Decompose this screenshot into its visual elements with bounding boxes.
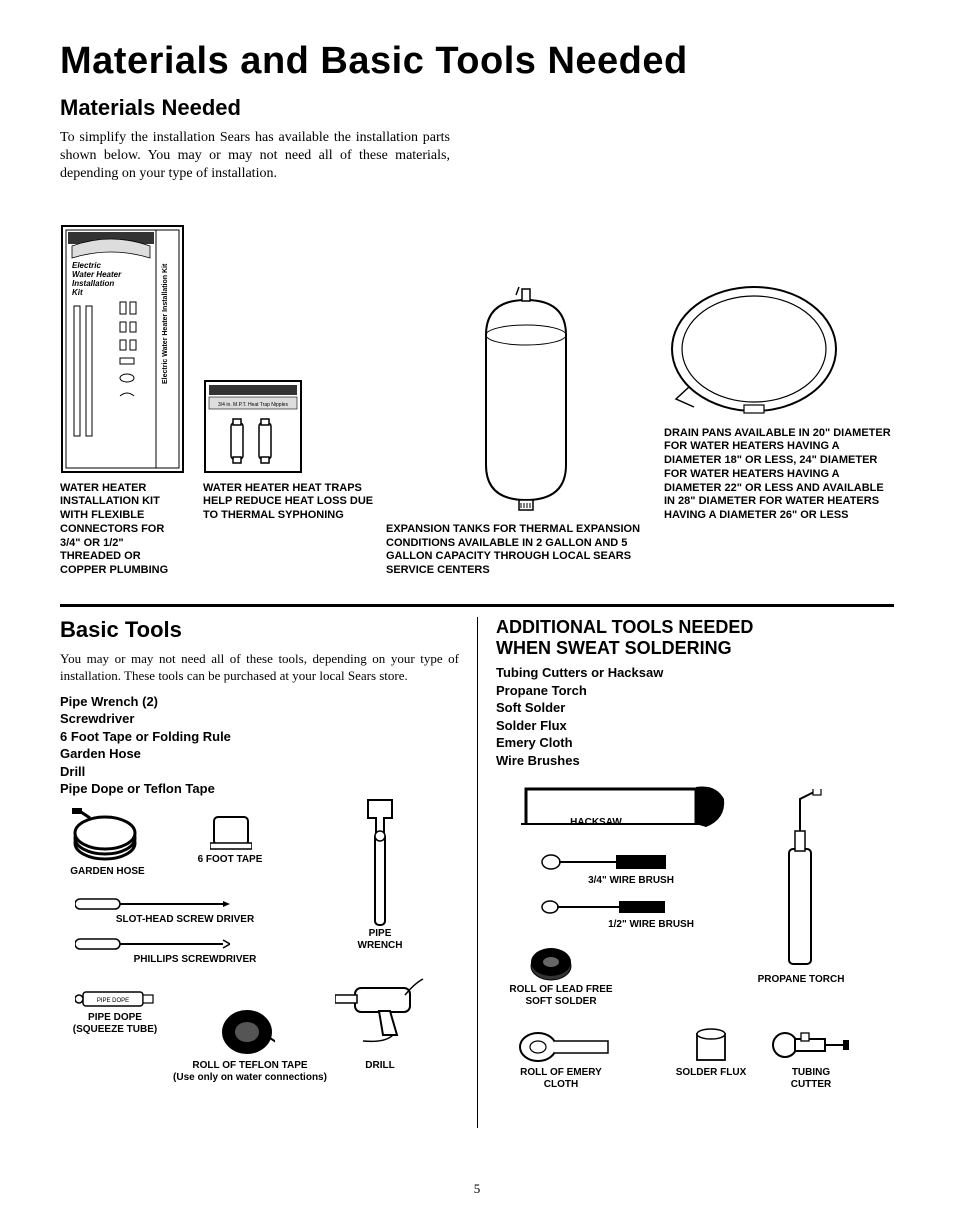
material-item-kit: Electric Water Heater Installation Kit E… xyxy=(60,224,185,578)
wire-brush-12-icon xyxy=(541,897,671,917)
list-item: Drill xyxy=(60,763,459,781)
list-item: Garden Hose xyxy=(60,745,459,763)
additional-tools-list: Tubing Cutters or Hacksaw Propane Torch … xyxy=(496,664,894,769)
svg-text:3/4 in. M.P.T. Heat Trap Nippl: 3/4 in. M.P.T. Heat Trap Nipples xyxy=(218,402,288,408)
drill-label: DRILL xyxy=(355,1060,405,1072)
section-divider xyxy=(60,604,894,607)
basic-tools-column: Basic Tools You may or may not need all … xyxy=(60,617,477,1128)
slot-screwdriver-label: SLOT-HEAD SCREW DRIVER xyxy=(95,914,275,926)
basic-tools-illustrations: GARDEN HOSE 6 FOOT TAPE PIPE WRENCH SLOT… xyxy=(60,808,459,1128)
soft-solder-icon xyxy=(526,944,576,982)
phillips-screwdriver-label: PHILLIPS SCREWDRIVER xyxy=(110,954,280,966)
material-caption-tank: EXPANSION TANKS FOR THERMAL EXPANSION CO… xyxy=(386,523,646,578)
pipe-wrench-icon xyxy=(360,798,400,928)
solder-flux-label: SOLDER FLUX xyxy=(671,1067,751,1079)
emery-cloth-label: ROLL OF EMERY CLOTH xyxy=(506,1067,616,1091)
hacksaw-label: HACKSAW xyxy=(556,817,636,829)
installation-kit-illustration: Electric Water Heater Installation Kit E… xyxy=(60,224,185,474)
wire-brush-12-label: 1/2" WIRE BRUSH xyxy=(591,919,711,931)
pipe-dope-icon: PIPE DOPE xyxy=(75,988,155,1010)
svg-text:Electric Water Heater Installa: Electric Water Heater Installation Kit xyxy=(162,263,169,384)
pipe-wrench-label: PIPE WRENCH xyxy=(345,928,415,952)
soft-solder-label: ROLL OF LEAD FREE SOFT SOLDER xyxy=(501,984,621,1008)
basic-tools-intro: You may or may not need all of these too… xyxy=(60,651,459,685)
list-item: Wire Brushes xyxy=(496,752,894,770)
emery-cloth-icon xyxy=(516,1029,611,1064)
material-item-pan: DRAIN PANS AVAILABLE IN 20" DIAMETER FOR… xyxy=(664,279,894,523)
svg-text:Water Heater: Water Heater xyxy=(72,270,122,279)
phillips-screwdriver-icon xyxy=(75,936,230,952)
drill-icon xyxy=(335,973,425,1043)
additional-tools-title: ADDITIONAL TOOLS NEEDED WHEN SWEAT SOLDE… xyxy=(496,617,894,660)
columns: Basic Tools You may or may not need all … xyxy=(60,617,894,1128)
material-caption-pan: DRAIN PANS AVAILABLE IN 20" DIAMETER FOR… xyxy=(664,427,894,523)
page-title: Materials and Basic Tools Needed xyxy=(60,40,894,83)
list-item: Soft Solder xyxy=(496,699,894,717)
propane-torch-icon xyxy=(771,789,826,969)
material-item-heattrap: 3/4 in. M.P.T. Heat Trap Nipples WATER H… xyxy=(203,379,368,523)
hacksaw-icon xyxy=(516,779,726,839)
garden-hose-icon xyxy=(70,808,140,863)
list-item: Solder Flux xyxy=(496,717,894,735)
drain-pan-illustration xyxy=(664,279,844,419)
pipe-dope-label: PIPE DOPE (SQUEEZE TUBE) xyxy=(65,1012,165,1036)
garden-hose-label: GARDEN HOSE xyxy=(60,866,155,878)
list-item: Screwdriver xyxy=(60,710,459,728)
materials-section-title: Materials Needed xyxy=(60,95,894,121)
material-item-tank: EXPANSION TANKS FOR THERMAL EXPANSION CO… xyxy=(386,285,646,578)
page-number: 5 xyxy=(474,1181,481,1197)
list-item: Pipe Dope or Teflon Tape xyxy=(60,780,459,798)
list-item: Propane Torch xyxy=(496,682,894,700)
material-caption-kit: WATER HEATER INSTALLATION KIT WITH FLEXI… xyxy=(60,482,185,578)
materials-grid: Electric Water Heater Installation Kit E… xyxy=(60,224,894,578)
basic-tools-title: Basic Tools xyxy=(60,617,459,643)
additional-tools-illustrations: HACKSAW 3/4" WIRE BRUSH 1/2" WIRE BRUSH xyxy=(496,779,894,1119)
material-caption-heattrap: WATER HEATER HEAT TRAPS HELP REDUCE HEAT… xyxy=(203,482,378,523)
svg-text:PIPE DOPE: PIPE DOPE xyxy=(97,998,129,1004)
slot-screwdriver-icon xyxy=(75,896,230,912)
materials-intro: To simplify the installation Sears has a… xyxy=(60,129,450,184)
basic-tools-list: Pipe Wrench (2) Screwdriver 6 Foot Tape … xyxy=(60,693,459,798)
tubing-cutter-label: TUBING CUTTER xyxy=(771,1067,851,1091)
svg-text:Kit: Kit xyxy=(72,288,83,297)
svg-text:Installation: Installation xyxy=(72,279,114,288)
tape-label: 6 FOOT TAPE xyxy=(180,854,280,866)
wire-brush-34-label: 3/4" WIRE BRUSH xyxy=(571,875,691,887)
teflon-tape-icon xyxy=(220,1008,275,1056)
tape-icon xyxy=(210,813,252,851)
expansion-tank-illustration xyxy=(426,285,626,515)
list-item: Tubing Cutters or Hacksaw xyxy=(496,664,894,682)
propane-torch-label: PROPANE TORCH xyxy=(746,974,856,986)
teflon-tape-label: ROLL OF TEFLON TAPE (Use only on water c… xyxy=(170,1060,330,1084)
list-item: Emery Cloth xyxy=(496,734,894,752)
heat-trap-illustration: 3/4 in. M.P.T. Heat Trap Nipples xyxy=(203,379,303,474)
list-item: Pipe Wrench (2) xyxy=(60,693,459,711)
additional-tools-column: ADDITIONAL TOOLS NEEDED WHEN SWEAT SOLDE… xyxy=(477,617,894,1128)
wire-brush-34-icon xyxy=(541,851,671,873)
list-item: 6 Foot Tape or Folding Rule xyxy=(60,728,459,746)
svg-text:Electric: Electric xyxy=(72,261,101,270)
solder-flux-icon xyxy=(691,1024,731,1064)
tubing-cutter-icon xyxy=(771,1027,851,1065)
